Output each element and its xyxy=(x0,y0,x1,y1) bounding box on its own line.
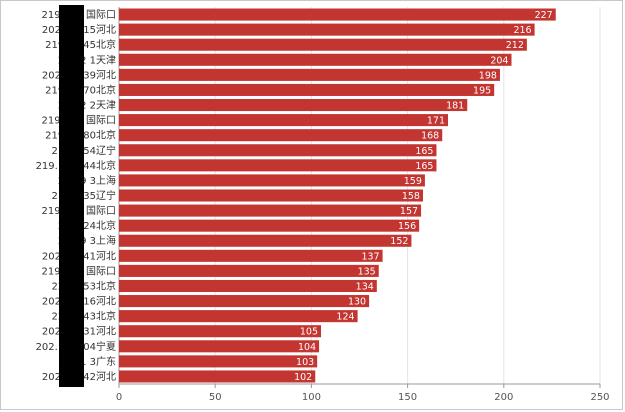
x-tick-label: 100 xyxy=(302,392,321,403)
bar-value-label: 204 xyxy=(490,55,508,66)
bar xyxy=(119,23,535,36)
bar xyxy=(119,279,377,293)
bar xyxy=(119,38,527,51)
bar xyxy=(119,204,422,217)
bar-value-label: 168 xyxy=(421,131,439,142)
bar xyxy=(119,53,512,66)
bar xyxy=(119,68,500,81)
bar-value-label: 134 xyxy=(356,281,374,292)
bar xyxy=(119,310,358,323)
bar-value-label: 165 xyxy=(415,161,433,172)
bar xyxy=(119,340,320,353)
bar-value-label: 130 xyxy=(348,297,366,308)
bar-value-label: 159 xyxy=(404,176,422,187)
bar xyxy=(119,114,449,127)
bar xyxy=(119,219,420,232)
bar-value-label: 181 xyxy=(446,101,464,112)
bar-value-label: 105 xyxy=(300,327,318,338)
bar xyxy=(119,129,443,142)
bar-value-label: 165 xyxy=(415,146,433,157)
bar-value-label: 227 xyxy=(535,10,553,21)
bar-value-label: 157 xyxy=(400,206,418,217)
bar-value-label: 104 xyxy=(298,342,316,353)
bar-value-label: 103 xyxy=(296,357,314,368)
bar xyxy=(119,144,437,157)
bar-value-label: 135 xyxy=(358,266,376,277)
bar xyxy=(119,325,322,338)
x-tick-label: 200 xyxy=(494,392,513,403)
bar-value-label: 102 xyxy=(294,372,312,383)
bar xyxy=(119,189,423,202)
bar-value-label: 212 xyxy=(506,40,524,51)
bar xyxy=(119,264,379,277)
x-tick-label: 50 xyxy=(209,392,222,403)
bar xyxy=(119,83,495,96)
bar-value-label: 195 xyxy=(473,85,491,96)
bar-value-label: 198 xyxy=(479,70,497,81)
bar-value-label: 152 xyxy=(390,236,408,247)
bar xyxy=(119,98,468,112)
bar xyxy=(119,249,383,262)
x-tick-label: 150 xyxy=(398,392,417,403)
bar xyxy=(119,370,316,383)
bar xyxy=(119,174,425,187)
bar-value-label: 137 xyxy=(361,251,379,262)
bar-value-label: 124 xyxy=(336,312,354,323)
bar xyxy=(119,159,437,172)
bar-value-label: 156 xyxy=(398,221,416,232)
x-tick-label: 0 xyxy=(116,392,122,403)
bar xyxy=(119,295,370,308)
bar xyxy=(119,8,556,21)
x-tick-label: 250 xyxy=(590,392,609,403)
bar-value-label: 171 xyxy=(427,116,445,127)
bar-value-label: 216 xyxy=(513,25,531,36)
bar xyxy=(119,234,412,247)
redaction-block xyxy=(59,5,84,387)
bar-value-label: 158 xyxy=(402,191,420,202)
bar xyxy=(119,355,318,368)
